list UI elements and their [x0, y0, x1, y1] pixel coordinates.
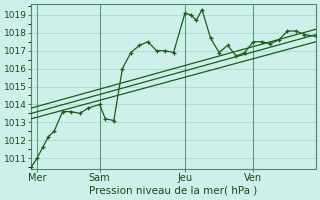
X-axis label: Pression niveau de la mer( hPa ): Pression niveau de la mer( hPa )	[90, 186, 258, 196]
